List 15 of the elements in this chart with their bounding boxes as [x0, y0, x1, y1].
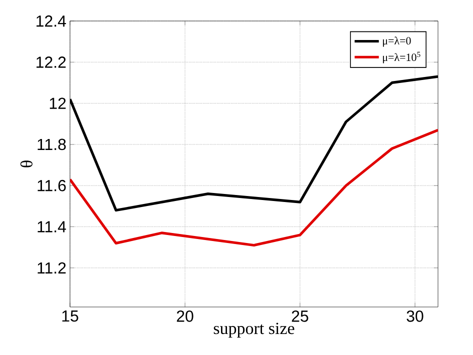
y-tick-label: 12.2: [36, 56, 66, 68]
y-tick-label: 12: [50, 98, 66, 109]
x-tick-label: 20: [176, 310, 194, 322]
y-tick-label: 11.2: [38, 262, 66, 274]
y-tick-label: 12.4: [36, 15, 66, 27]
x-tick-label: 15: [62, 310, 78, 322]
x-tick-label: 25: [292, 310, 308, 322]
legend-label: μ=λ=0: [382, 36, 411, 47]
y-tick-label: 11.4: [38, 221, 66, 232]
y-tick-label: 11.6: [38, 180, 66, 192]
y-tick-label: 11.8: [38, 138, 66, 150]
x-tick-label: 30: [406, 310, 424, 322]
legend-label: μ=λ=10$^{5}$: [382, 52, 420, 64]
y-axis-title: θ: [20, 160, 32, 168]
x-axis-title: support size: [214, 322, 294, 338]
